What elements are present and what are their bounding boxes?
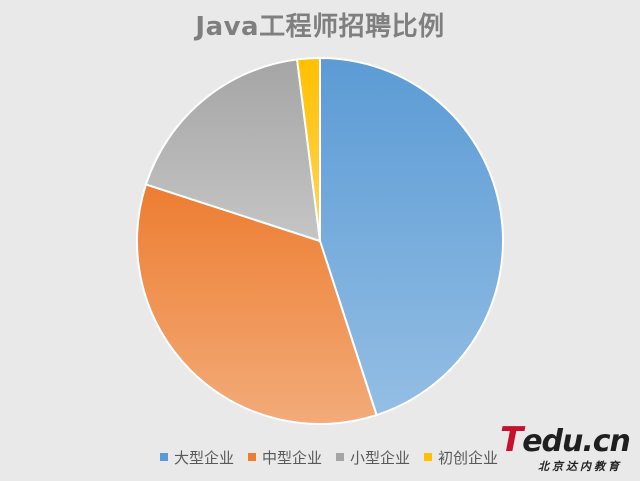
legend-item-small: 小型企业 — [336, 447, 410, 468]
legend: 大型企业 中型企业 小型企业 初创企业 — [160, 444, 498, 470]
chart-title: Java工程师招聘比例 — [195, 12, 445, 42]
tedu-logo: Tedu.cn 北京达内教育 — [500, 422, 636, 478]
logo-text: Tedu.cn — [500, 420, 631, 460]
legend-item-medium: 中型企业 — [248, 447, 322, 468]
pie-slice-medium — [136, 183, 378, 425]
legend-label-large: 大型企业 — [174, 448, 235, 467]
legend-label-startup: 初创企业 — [438, 448, 499, 467]
legend-label-small: 小型企业 — [350, 448, 411, 467]
pie-slice-large — [319, 56, 504, 417]
legend-swatch-medium — [248, 453, 257, 461]
legend-swatch-large — [160, 453, 168, 461]
pie-chart — [136, 56, 504, 425]
pie-slice-small — [144, 58, 322, 243]
pie-slice-startup — [295, 56, 321, 242]
logo-subtitle: 北京达内教育 — [538, 460, 622, 473]
legend-item-startup: 初创企业 — [424, 447, 498, 468]
legend-swatch-small — [336, 453, 345, 461]
legend-item-large: 大型企业 — [160, 447, 234, 468]
logo-wordmark: Tedu.cn — [500, 420, 631, 460]
legend-swatch-startup — [424, 453, 433, 461]
legend-label-medium: 中型企业 — [262, 448, 323, 467]
